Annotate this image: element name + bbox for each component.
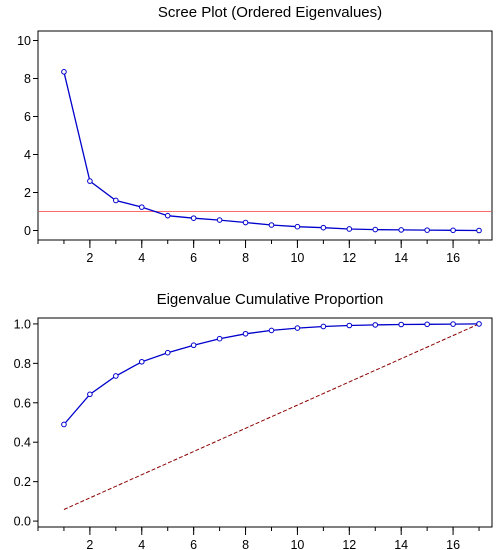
scree-data-point (242, 219, 249, 226)
cumulative-y-tick-label: 0.0 (14, 515, 31, 529)
cumulative-data-point (294, 325, 301, 331)
scree-plot-frame (37, 30, 493, 241)
cumulative-y-tick-label: 0.8 (14, 357, 31, 371)
scree-plot-title: Scree Plot (Ordered Eigenvalues) (158, 4, 382, 21)
cumulative-data-point (372, 322, 379, 328)
cumulative-data-point (61, 421, 67, 428)
scree-data-point (372, 226, 379, 233)
cumulative-x-tick-label: 2 (86, 538, 93, 550)
scree-x-tick-label: 16 (446, 251, 460, 265)
scree-series-line (63, 71, 480, 232)
cumulative-data-point (242, 330, 249, 337)
scree-data-point (138, 204, 145, 210)
cumulative-data-point (216, 335, 223, 342)
cumulative-data-point (398, 321, 405, 328)
cumulative-data-point (87, 391, 93, 398)
cumulative-x-tick-label: 4 (138, 538, 145, 550)
cumulative-x-tick-label: 10 (290, 538, 304, 550)
scree-data-point (398, 227, 405, 233)
cumulative-x-tick-label: 16 (446, 538, 460, 550)
scree-x-tick-label: 10 (290, 251, 304, 265)
scree-x-tick-label: 12 (342, 251, 356, 265)
cumulative-y-tick-label: 1.0 (14, 317, 31, 331)
cumulative-data-point (320, 323, 327, 330)
scree-x-tick-label: 2 (86, 251, 93, 265)
scree-data-point (113, 197, 119, 204)
scree-y-tick-label: 0 (24, 224, 31, 238)
cumulative-data-point (164, 349, 171, 356)
cumulative-data-point (138, 358, 145, 365)
cumulative-data-point (476, 321, 482, 327)
scree-x-tick-label: 6 (190, 251, 197, 265)
scree-data-point (294, 223, 301, 230)
scree-x-tick-label: 8 (242, 251, 249, 265)
cumulative-data-point (190, 342, 197, 349)
scree-data-point (190, 215, 197, 221)
cumulative-reference-line (63, 323, 480, 510)
scree-data-point (424, 227, 430, 233)
scree-plot-panel: Scree Plot (Ordered Eigenvalues) 2 4 6 8 10 1… (17, 4, 493, 265)
cumulative-y-tick-label: 0.6 (14, 396, 31, 410)
cumulative-proportion-title: Eigenvalue Cumulative Proportion (157, 291, 384, 308)
cumulative-x-tick-label: 12 (342, 538, 356, 550)
scree-x-tick-label: 14 (394, 251, 408, 265)
cumulative-y-tick-label: 0.2 (14, 475, 31, 489)
cumulative-y-tick-label: 0.4 (14, 436, 31, 450)
cumulative-data-point (268, 327, 275, 334)
scree-y-tick-label: 10 (17, 34, 31, 48)
cumulative-x-tick-label: 14 (394, 538, 408, 550)
cumulative-x-tick-label: 8 (242, 538, 249, 550)
scree-y-tick-label: 2 (24, 186, 31, 200)
cumulative-data-point (450, 321, 456, 327)
scree-y-tick-label: 8 (24, 72, 31, 86)
scree-data-point (268, 222, 275, 228)
cumulative-data-point (113, 373, 119, 379)
scree-data-point (320, 224, 327, 231)
scree-data-point (346, 226, 353, 232)
scree-data-point (61, 69, 67, 75)
cumulative-x-tick-label: 6 (190, 538, 197, 550)
scree-data-point (216, 217, 223, 223)
scree-data-point (476, 227, 482, 234)
cumulative-plot-frame (37, 317, 493, 528)
scree-data-point (450, 227, 456, 234)
scree-data-point (87, 178, 93, 184)
cumulative-data-point (424, 321, 430, 328)
cumulative-data-point (346, 322, 353, 329)
scree-x-tick-label: 4 (138, 251, 145, 265)
scree-y-tick-label: 6 (24, 110, 31, 124)
scree-data-point (164, 212, 171, 219)
scree-y-tick-label: 4 (24, 148, 31, 162)
cumulative-series-line (63, 323, 480, 425)
cumulative-proportion-panel: Eigenvalue Cumulative Proportion 2 4 6 8 10 1… (14, 291, 493, 550)
